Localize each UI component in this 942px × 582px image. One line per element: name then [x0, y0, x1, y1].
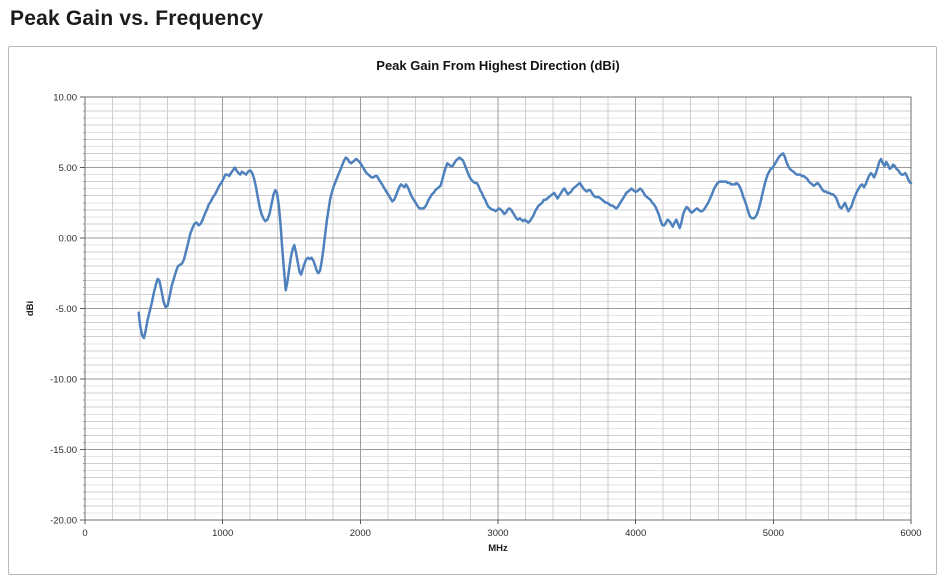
y-tick-label: 5.00	[59, 163, 78, 174]
x-tick-label: 3000	[487, 528, 508, 539]
x-tick-label: 0	[82, 528, 87, 539]
y-tick-label: -5.00	[55, 304, 77, 315]
y-axis-label: dBi	[25, 301, 36, 316]
y-tick-label: 10.00	[53, 93, 77, 104]
x-tick-label: 5000	[763, 528, 784, 539]
y-tick-label: -10.00	[50, 375, 77, 386]
x-tick-label: 2000	[350, 528, 371, 539]
x-tick-label: 6000	[900, 528, 921, 539]
x-tick-label: 4000	[625, 528, 646, 539]
y-tick-label: -20.00	[50, 516, 77, 527]
x-tick-label: 1000	[212, 528, 233, 539]
gain-series-line	[137, 152, 913, 340]
x-axis-label: MHz	[488, 543, 508, 554]
page-title: Peak Gain vs. Frequency	[10, 7, 264, 30]
y-tick-label: -15.00	[50, 445, 77, 456]
y-tick-label: 0.00	[59, 234, 78, 245]
chart-frame: Peak Gain From Highest Direction (dBi) 1…	[8, 46, 937, 575]
chart-title: Peak Gain From Highest Direction (dBi)	[376, 58, 620, 73]
gain-vs-frequency-line-chart: 10.00 5.00 0.00 -5.00 -10.00 -15.00 -20.00 0 100…	[25, 93, 922, 555]
